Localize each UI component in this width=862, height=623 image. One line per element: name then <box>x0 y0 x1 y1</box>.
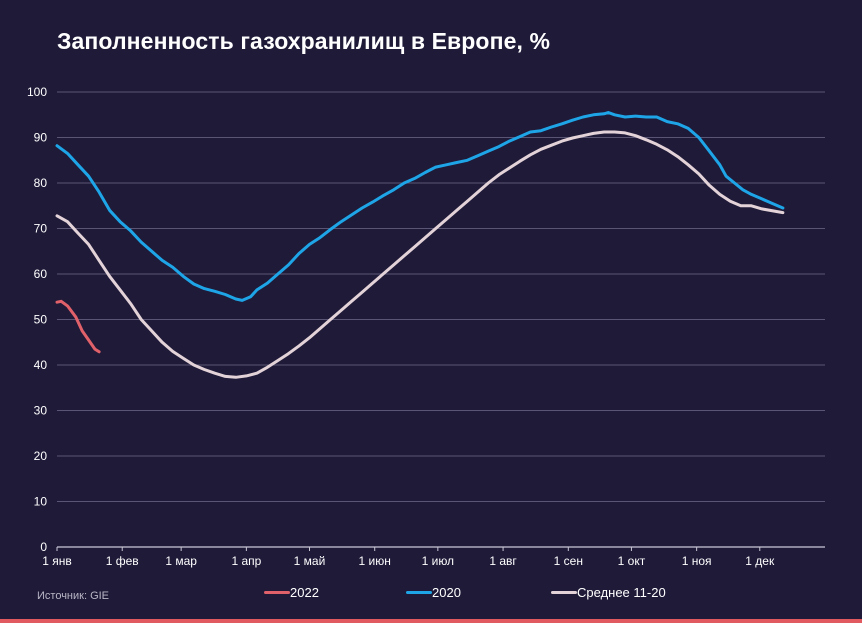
x-tick-label: 1 июл <box>422 554 454 568</box>
legend-label-2020: 2020 <box>432 584 461 600</box>
legend-item-average: Среднее 11-20 <box>551 584 666 600</box>
y-tick-label: 50 <box>34 313 48 327</box>
legend-item-2020: 2020 <box>406 584 461 600</box>
bottom-accent-bar <box>0 619 862 623</box>
grid-lines <box>56 91 825 551</box>
y-tick-label: 0 <box>40 540 47 554</box>
x-tick-label: 1 май <box>294 554 326 568</box>
x-tick-label: 1 мар <box>165 554 197 568</box>
x-tick-label: 1 фев <box>106 554 139 568</box>
y-tick-label: 60 <box>34 267 48 281</box>
y-tick-label: 10 <box>34 495 48 509</box>
legend-swatch-2022 <box>264 590 290 594</box>
x-tick-label: 1 дек <box>745 554 775 568</box>
legend-item-2022: 2022 <box>264 584 319 600</box>
x-tick-label: 1 окт <box>618 554 646 568</box>
x-tick-label: 1 ноя <box>682 554 712 568</box>
y-tick-label: 40 <box>34 358 48 372</box>
x-tick-label: 1 июн <box>359 554 391 568</box>
y-tick-label: 80 <box>34 176 48 190</box>
y-tick-label: 90 <box>34 131 48 145</box>
legend-label-2022: 2022 <box>290 584 319 600</box>
legend-swatch-average <box>551 590 577 594</box>
chart-title: Заполненность газохранилищ в Европе, % <box>57 28 550 54</box>
legend-label-average: Среднее 11-20 <box>577 584 666 600</box>
series-line-2020 <box>55 111 785 302</box>
y-tick-label: 30 <box>34 404 48 418</box>
y-tick-label: 20 <box>34 449 48 463</box>
series-line-2022 <box>55 299 101 354</box>
y-tick-label: 70 <box>34 222 48 236</box>
x-tick-label: 1 авг <box>489 554 517 568</box>
series-line-average <box>55 130 785 379</box>
x-tick-label: 1 сен <box>554 554 583 568</box>
x-tick-label: 1 апр <box>231 554 261 568</box>
x-tick-label: 1 янв <box>42 554 72 568</box>
y-tick-label: 100 <box>27 85 47 99</box>
source-note: Источник: GIE <box>37 590 110 602</box>
data-series <box>55 111 785 379</box>
legend-swatch-2020 <box>406 590 432 594</box>
y-axis-tick-labels: 0 10 20 30 40 50 60 70 80 90 100 <box>27 85 47 554</box>
x-axis-tick-labels: 1 янв 1 фев 1 мар 1 апр 1 май 1 июн 1 июл 1 авг… <box>42 554 775 568</box>
